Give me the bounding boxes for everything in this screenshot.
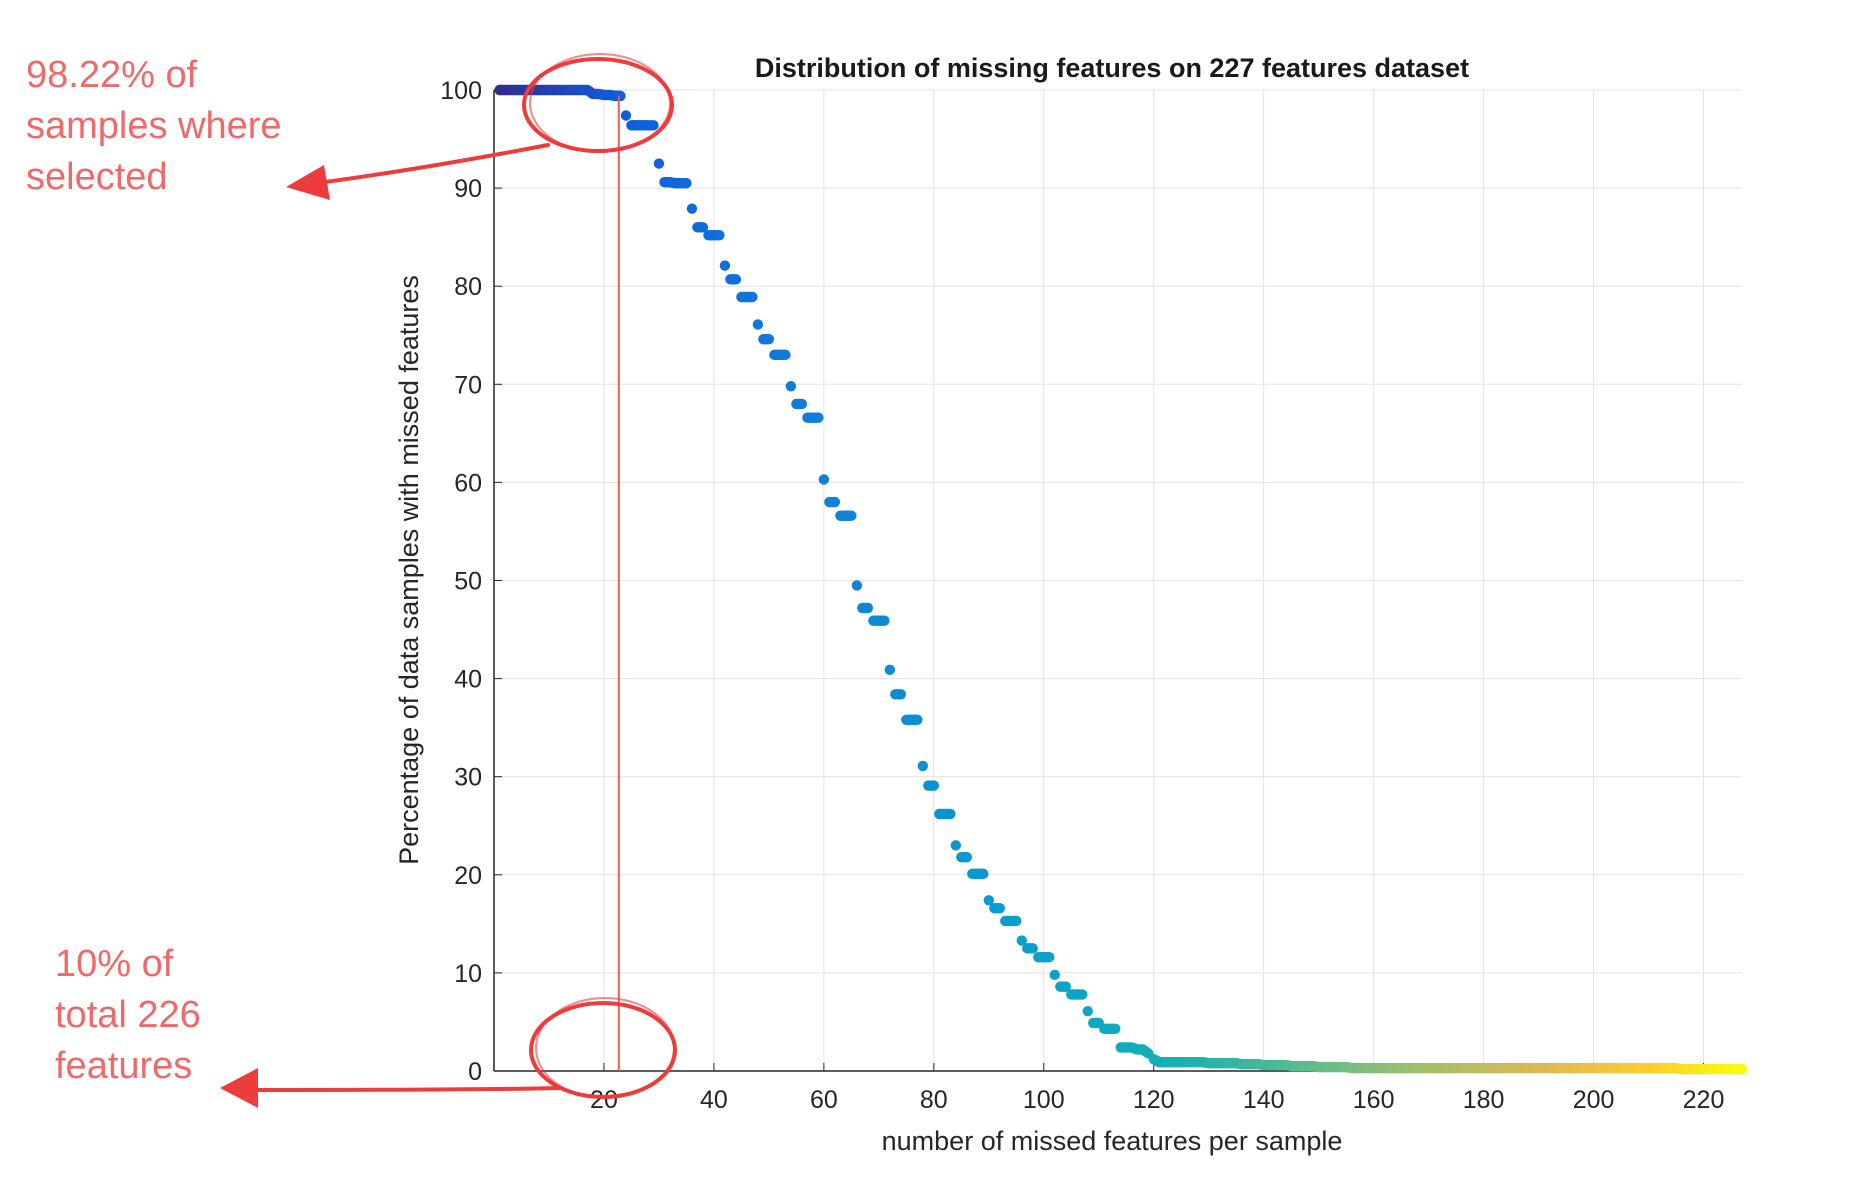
data-point	[763, 333, 775, 345]
highlight-circle-bottom-stroke	[535, 997, 675, 1099]
arrow-bottom	[250, 1086, 562, 1092]
data-point	[945, 808, 956, 820]
data-point	[686, 203, 698, 214]
data-point	[846, 510, 857, 521]
annotation-feature-threshold: 10% of total 226 features	[55, 943, 201, 1087]
y-tick-label: 60	[454, 469, 482, 497]
data-point	[1016, 935, 1027, 946]
chart-title: Distribution of missing features on 227 …	[755, 53, 1469, 83]
data-point	[1049, 969, 1060, 981]
data-point	[851, 580, 863, 591]
data-point	[681, 177, 692, 189]
arrow-top-head	[286, 165, 330, 200]
data-point	[730, 274, 742, 285]
x-tick-label: 180	[1463, 1086, 1505, 1114]
data-point	[818, 474, 830, 485]
data-point	[950, 840, 962, 851]
data-point	[1082, 1005, 1093, 1017]
data-point	[961, 851, 973, 863]
x-tick-label: 80	[920, 1086, 948, 1114]
data-point	[928, 780, 940, 791]
y-tick-label: 20	[454, 862, 482, 890]
data-point	[895, 689, 907, 700]
data-point	[1044, 952, 1055, 963]
x-tick-label: 140	[1243, 1086, 1285, 1114]
highlight-circle-top-stroke	[529, 53, 671, 153]
x-tick-label: 20	[590, 1086, 618, 1114]
arrow-top	[316, 143, 550, 185]
data-point	[829, 496, 841, 508]
data-point	[714, 229, 725, 241]
x-tick-label: 200	[1573, 1086, 1615, 1114]
annotation-markup	[220, 53, 677, 1108]
data-point	[653, 158, 665, 169]
data-point	[1077, 989, 1088, 1000]
x-tick-label: 160	[1353, 1086, 1395, 1114]
y-tick-label: 30	[454, 764, 482, 792]
data-point	[813, 412, 824, 423]
annotation-selected-samples: 98.22% of samples where selected	[26, 54, 282, 198]
data-point	[620, 110, 632, 121]
data-point	[747, 291, 758, 303]
data-point	[648, 120, 659, 131]
x-tick-label: 60	[810, 1086, 838, 1114]
data-point	[697, 222, 709, 233]
arrow-bottom-head	[220, 1068, 258, 1108]
y-tick-label: 0	[468, 1058, 482, 1086]
data-point	[862, 602, 874, 614]
x-tick-label: 40	[700, 1086, 728, 1114]
data-point	[1011, 915, 1022, 927]
data-point	[983, 895, 995, 906]
data-point	[994, 902, 1005, 914]
y-axis-label: Percentage of data samples with missed f…	[394, 275, 424, 865]
data-point	[1027, 943, 1038, 954]
data-point	[615, 90, 626, 102]
y-tick-label: 70	[454, 371, 482, 399]
data-point	[796, 398, 808, 410]
data-point	[1110, 1023, 1121, 1035]
x-tick-label: 120	[1133, 1086, 1175, 1114]
y-tick-label: 40	[454, 666, 482, 694]
y-tick-label: 50	[454, 568, 482, 596]
y-tick-label: 100	[440, 77, 482, 105]
data-points	[494, 84, 1748, 1075]
x-axis-label: number of missed features per sample	[882, 1126, 1343, 1156]
data-point	[780, 349, 791, 361]
data-point	[978, 868, 989, 880]
tick-labels: 20 40 60 80 100 120 140 160 180 200 220 0 10 20 30 40 50…	[440, 77, 1724, 1114]
y-tick-label: 10	[454, 960, 482, 988]
y-tick-label: 90	[454, 175, 482, 203]
data-point	[917, 760, 929, 772]
data-point	[719, 260, 731, 271]
y-tick-label: 80	[454, 273, 482, 301]
data-point	[884, 664, 896, 675]
x-tick-label: 220	[1683, 1086, 1725, 1114]
x-tick-label: 100	[1023, 1086, 1065, 1114]
data-point	[785, 381, 797, 392]
data-point	[1736, 1063, 1748, 1075]
data-point	[912, 714, 923, 726]
data-point	[752, 319, 764, 330]
data-point	[1060, 981, 1071, 992]
grid-layer	[494, 89, 1742, 1072]
data-point	[879, 615, 890, 626]
